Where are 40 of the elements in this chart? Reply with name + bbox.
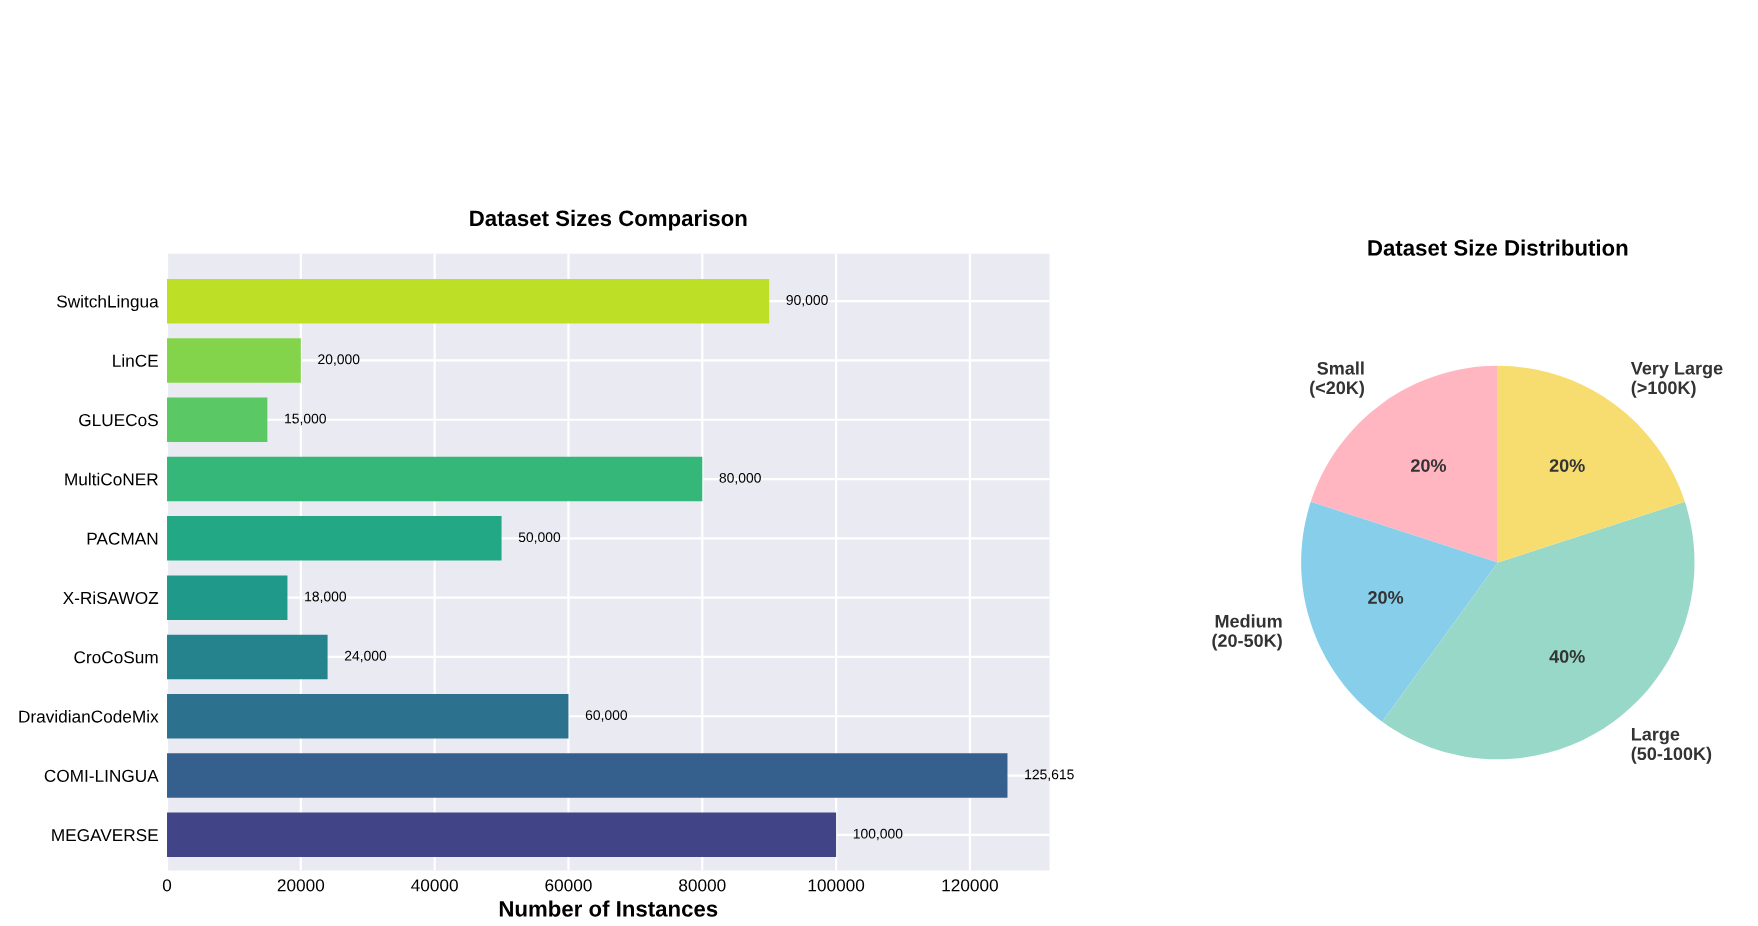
x-tick-label: 0 — [162, 879, 172, 892]
slice-label: Small (<20K) — [1310, 361, 1364, 398]
x-tick-label: 60000 — [545, 879, 592, 892]
x-axis-title: Number of Instances — [499, 900, 718, 917]
pie-slice — [1310, 365, 1498, 563]
bar — [167, 338, 301, 383]
bar — [167, 516, 502, 561]
chart-title: Dataset Sizes Comparison — [470, 209, 747, 231]
x-tick-label: 120000 — [942, 879, 998, 892]
y-tick-label: DravidianCodeMix — [19, 710, 159, 723]
bar — [167, 694, 569, 739]
y-tick-label: X-RiSAWOZ — [63, 591, 159, 605]
bar — [167, 753, 1008, 798]
bar — [167, 397, 268, 442]
pie-slice — [1301, 501, 1498, 722]
x-tick-label: 40000 — [411, 879, 458, 892]
y-tick-label: COMI-LINGUA — [44, 769, 159, 782]
y-tick-label: MEGAVERSE — [52, 829, 158, 842]
y-tick-label: CroCoSum — [74, 651, 158, 664]
chart-title: Dataset Size Distribution — [1368, 239, 1628, 256]
slice-label: Very Large (>100K) — [1630, 362, 1723, 398]
y-tick-label: PACMAN — [87, 532, 158, 545]
data-label: 20% — [1549, 459, 1585, 472]
y-tick-label: GLUECoS — [79, 413, 158, 427]
bar — [167, 456, 703, 502]
slice-label: Medium (20-50K) — [1212, 614, 1282, 651]
data-label: 20% — [1368, 591, 1404, 604]
slice-label: Large (50-100K) — [1631, 727, 1712, 764]
y-tick-label: MultiCoNER — [65, 472, 158, 486]
bar — [167, 575, 288, 620]
bar — [167, 278, 770, 324]
bar — [167, 812, 837, 858]
y-tick-label: SwitchLingua — [57, 294, 159, 311]
x-tick-label: 20000 — [277, 879, 325, 892]
x-tick-label: 100000 — [808, 879, 865, 892]
y-tick-label: LinCE — [113, 354, 158, 367]
x-tick-label: 80000 — [679, 879, 726, 892]
bar — [167, 634, 328, 680]
data-label: 40% — [1549, 650, 1585, 663]
data-label: 20% — [1411, 459, 1447, 472]
